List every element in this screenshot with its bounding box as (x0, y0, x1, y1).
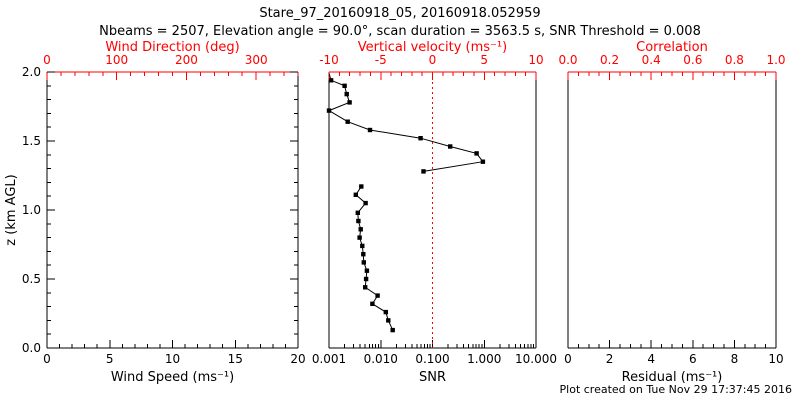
plot-subtitle: Nbeams = 2507, Elevation angle = 90.0°, … (99, 24, 701, 39)
data-point-marker (361, 252, 366, 257)
data-point-marker (418, 136, 423, 141)
footer-timestamp: Plot created on Tue Nov 29 17:37:45 2016 (560, 383, 792, 396)
data-point-marker (355, 210, 360, 215)
top-tick-label: 100 (105, 53, 128, 67)
data-line (355, 186, 394, 331)
data-point-marker (345, 119, 350, 124)
axis-title-bottom: Wind Speed (ms⁻¹) (111, 370, 234, 385)
y-tick-label: 1.0 (22, 203, 41, 217)
top-tick-label: 0.4 (642, 53, 661, 67)
y-axis-title: z (km AGL) (4, 174, 19, 245)
y-tick-label: 0.5 (22, 272, 41, 286)
data-point-marker (356, 218, 361, 224)
x-tick-label: 10.000 (515, 352, 557, 366)
data-point-marker (344, 91, 349, 97)
x-tick-label: 0 (564, 352, 572, 366)
data-point-marker (358, 227, 363, 232)
snr-panel: 0.001 0.010 0.100 1.000 10.000 -10 -5 0 5 10 SNR Ve… (312, 40, 557, 385)
page-title: Stare_97_20160918_05, 20160918.052959 (259, 6, 540, 21)
x-tick-label: 0.001 (312, 352, 346, 366)
x-tick-label: 20 (290, 352, 305, 366)
y-tick-label: 1.5 (22, 134, 41, 148)
top-tick-label: -10 (319, 53, 339, 67)
data-point-marker (480, 159, 486, 164)
axis-title-top: Vertical velocity (ms⁻¹) (358, 40, 507, 55)
axis-title-bottom: Residual (ms⁻¹) (622, 370, 723, 385)
y-tick-label: 2.0 (22, 65, 41, 79)
x-tick-label: 0.100 (415, 352, 449, 366)
data-point-marker (474, 151, 479, 156)
top-tick-label: 0.6 (683, 53, 702, 67)
data-point-marker (370, 301, 375, 306)
top-tick-label: 0.8 (725, 53, 744, 67)
data-point-marker (383, 309, 388, 315)
axis-title-top: Wind Direction (deg) (105, 40, 239, 55)
top-tick-label: 0 (429, 53, 437, 67)
x-tick-label: 6 (689, 352, 697, 366)
x-tick-label: 5 (106, 352, 114, 366)
data-point-marker (347, 100, 352, 105)
axis-title-bottom: SNR (419, 370, 446, 385)
data-point-marker (363, 276, 369, 282)
data-point-marker (359, 184, 364, 189)
y-tick-label: 0.0 (22, 341, 41, 355)
top-tick-label: 5 (480, 53, 488, 67)
data-point-marker (357, 235, 362, 240)
data-point-marker (342, 83, 347, 88)
x-tick-label: 10 (165, 352, 180, 366)
data-point-marker (326, 108, 332, 113)
x-tick-label: 1.000 (467, 352, 501, 366)
data-point-marker (353, 192, 358, 197)
data-point-marker (375, 293, 380, 298)
data-point-marker (363, 200, 368, 206)
data-point-marker (364, 268, 370, 273)
top-tick-label: 300 (245, 53, 268, 67)
data-point-marker (421, 169, 426, 174)
residual-panel: 0 2 4 6 8 10 0.0 0.2 0.4 0.6 0.8 1.0 Residual (ms⁻¹)… (558, 40, 785, 385)
x-tick-label: 8 (731, 352, 739, 366)
data-point-marker (390, 327, 395, 333)
data-point-marker (360, 243, 365, 249)
data-point-marker (363, 285, 368, 290)
data-point-marker (328, 78, 334, 83)
data-point-marker (367, 127, 373, 133)
x-tick-label: 10 (768, 352, 783, 366)
top-tick-label: 1.0 (766, 53, 785, 67)
axis-title-top: Correlation (636, 40, 708, 55)
data-point-marker (448, 144, 453, 149)
top-tick-label: 10 (528, 53, 543, 67)
top-tick-label: 0.2 (600, 53, 619, 67)
top-tick-label: 0 (43, 53, 51, 67)
x-tick-label: 15 (228, 352, 243, 366)
x-tick-label: 0 (43, 352, 51, 366)
top-tick-label: 0.0 (558, 53, 577, 67)
x-tick-label: 0.010 (364, 352, 398, 366)
x-tick-label: 2 (606, 352, 614, 366)
data-line (327, 73, 484, 172)
top-tick-label: 200 (175, 53, 198, 67)
data-point-marker (386, 318, 391, 323)
top-tick-label: -5 (375, 53, 387, 67)
data-point-marker (361, 260, 366, 265)
x-tick-label: 4 (647, 352, 655, 366)
